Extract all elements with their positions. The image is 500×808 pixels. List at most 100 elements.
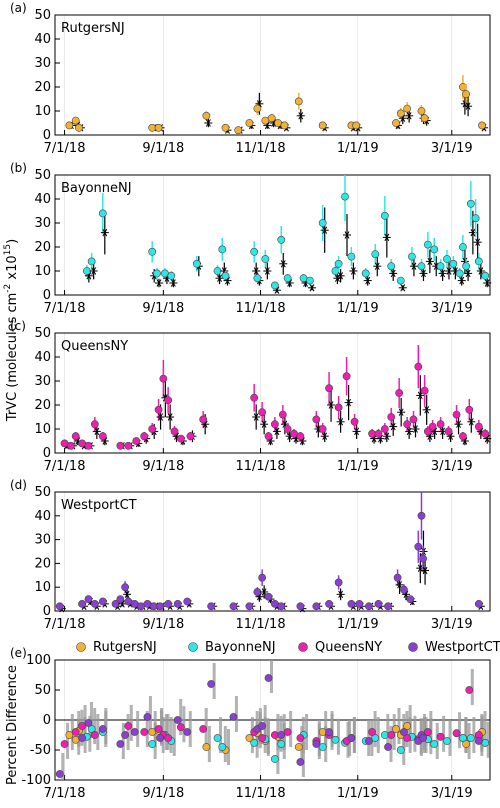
difference-point (423, 728, 432, 736)
tropomi-star-marker (457, 276, 466, 285)
pandora-point (278, 410, 287, 419)
pandora-point (312, 415, 321, 424)
pandora-point (365, 602, 373, 611)
difference-point (90, 731, 99, 739)
pandora-point (154, 123, 163, 132)
pandora-point (258, 573, 267, 582)
x-tick-label: 1/1/19 (337, 617, 379, 632)
difference-point (294, 743, 303, 751)
pandora-point (396, 276, 405, 285)
pandora-point (481, 271, 490, 280)
tropomi-star-marker (483, 279, 492, 287)
x-tick-label: 11/1/18 (235, 617, 285, 632)
x-tick-label: 11/1/18 (235, 786, 285, 801)
pandora-point (192, 259, 201, 268)
tropomi-star-marker (252, 413, 261, 421)
y-tick-label: -50 (30, 743, 51, 758)
pandora-point (481, 429, 490, 438)
tropomi-star-marker (416, 391, 425, 400)
tropomi-star-marker (467, 418, 476, 426)
difference-point (400, 728, 408, 736)
difference-point (258, 722, 267, 730)
pandora-point (221, 123, 230, 132)
difference-point (87, 725, 96, 733)
difference-point (325, 728, 333, 736)
pandora-point (176, 434, 185, 443)
difference-point (347, 734, 356, 742)
pandora-point (471, 214, 480, 223)
difference-point (258, 734, 267, 742)
pandora-point (55, 602, 64, 611)
difference-point (78, 734, 86, 742)
difference-point (452, 729, 461, 738)
y-tick-label: 30 (34, 216, 51, 231)
difference-point (213, 734, 222, 742)
pandora-point (283, 274, 292, 283)
difference-point (173, 716, 182, 724)
difference-point (229, 713, 238, 721)
x-tick-label: 9/1/18 (142, 141, 184, 156)
difference-point (436, 732, 445, 741)
pandora-point (420, 114, 429, 123)
pandora-point (403, 104, 412, 113)
pandora-point (417, 262, 426, 271)
y-tick-label: 50 (34, 683, 51, 698)
pandora-point (87, 257, 96, 266)
difference-point (459, 734, 467, 742)
pandora-point (267, 114, 276, 123)
pandora-point (465, 405, 474, 414)
y-tick-label: 40 (34, 509, 51, 524)
pandora-point (264, 432, 273, 441)
difference-point (270, 755, 279, 763)
pandora-point (71, 116, 80, 125)
difference-point (419, 734, 427, 742)
tropomi-star-marker (464, 269, 473, 278)
pandora-point (277, 235, 286, 244)
difference-point (130, 728, 139, 736)
tropomi-star-marker (395, 581, 404, 589)
y-tick-label: 50 (34, 485, 51, 500)
pandora-point (250, 393, 259, 402)
pandora-point (403, 420, 412, 429)
difference-point (403, 734, 412, 742)
y-tick-label: 0 (43, 604, 51, 619)
x-tick-label: 11/1/18 (235, 141, 285, 156)
difference-point (124, 722, 133, 730)
x-tick-label: 1/1/19 (337, 786, 379, 801)
difference-point (331, 735, 340, 744)
panel-label: (e) (10, 646, 27, 660)
difference-point (277, 740, 286, 748)
x-tick-label: 3/1/19 (431, 141, 473, 156)
pandora-point (213, 267, 222, 275)
tropomi-star-marker (154, 279, 163, 287)
tropomi-star-marker (92, 427, 101, 436)
pandora-point (186, 432, 195, 441)
pandora-point (371, 250, 380, 259)
y-tick-label: 40 (34, 32, 51, 47)
pandora-point (400, 585, 408, 594)
station-label: RutgersNJ (61, 21, 125, 36)
y-axis-label: TrVC (molecules cm-2 x1015) (3, 239, 20, 422)
pandora-point (229, 602, 238, 611)
pandora-point (170, 427, 179, 436)
difference-point (392, 725, 400, 733)
tropomi-star-marker (215, 274, 224, 282)
y-tick-label: 40 (34, 350, 51, 365)
panel-frame (54, 491, 491, 612)
pandora-point (474, 599, 483, 608)
difference-point (462, 740, 470, 748)
y-tick-label: 50 (34, 168, 51, 183)
difference-point (78, 722, 86, 730)
legend-marker (76, 642, 86, 652)
pandora-point (156, 602, 165, 611)
difference-point (474, 737, 483, 745)
pandora-point (153, 269, 161, 278)
pandora-point (90, 420, 99, 429)
pandora-point (395, 389, 404, 397)
pandora-point (347, 599, 356, 608)
tropomi-star-marker (476, 267, 485, 275)
pandora-point (132, 437, 141, 445)
tropomi-star-marker (389, 422, 398, 431)
pandora-point (296, 432, 305, 441)
difference-point (387, 731, 396, 739)
